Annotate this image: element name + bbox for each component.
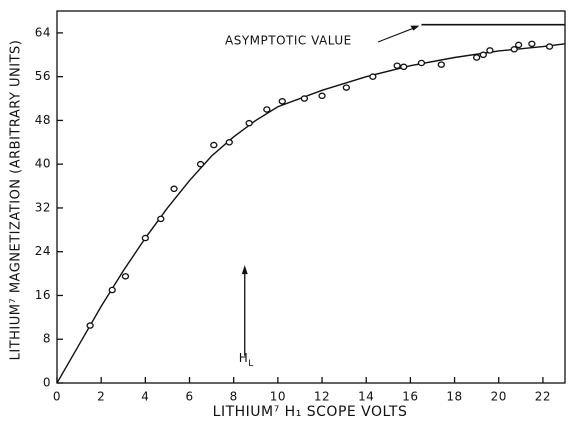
- fit-curve: [56, 43, 566, 384]
- x-axis-label: LITHIUM⁷ H₁ SCOPE VOLTS: [213, 404, 408, 420]
- data-point: [400, 63, 408, 71]
- y-tick-label: 8: [43, 332, 51, 346]
- data-point: [170, 185, 178, 193]
- data-point: [278, 98, 286, 105]
- x-tick-label: 16: [402, 390, 418, 404]
- x-tick-label: 10: [270, 390, 286, 404]
- y-tick-label: 40: [35, 157, 51, 171]
- x-tick-label: 4: [141, 390, 149, 404]
- data-point: [393, 62, 401, 69]
- data-point: [318, 92, 326, 100]
- x-tick-label: 8: [230, 390, 238, 404]
- data-point: [210, 141, 218, 149]
- data-point: [121, 273, 130, 280]
- x-tick-label: 12: [314, 390, 330, 404]
- data-point: [417, 59, 426, 67]
- plot-frame: [56, 10, 566, 384]
- y-axis-label: LITHIUM⁷ MAGNETIZATION (ARBITRARY UNITS): [9, 40, 24, 361]
- y-tick-label: 24: [35, 244, 51, 258]
- x-tick-label: 18: [446, 390, 462, 404]
- data-point: [157, 215, 165, 223]
- data-point: [545, 43, 554, 50]
- asymptote-arrow: [377, 26, 418, 43]
- x-tick-label: 14: [358, 390, 374, 404]
- y-tick-label: 0: [43, 376, 51, 390]
- y-tick-label: 48: [35, 113, 51, 127]
- marker-label-sub: L: [248, 359, 254, 369]
- data-point: [108, 286, 116, 294]
- data-point: [196, 160, 205, 168]
- data-point: [486, 47, 494, 54]
- data-point: [342, 84, 350, 91]
- x-tick-label: 20: [491, 390, 507, 404]
- y-tick-label: 64: [35, 25, 51, 39]
- x-tick-label: 0: [53, 390, 61, 404]
- data-point: [510, 46, 518, 53]
- arrow-head: [410, 25, 420, 31]
- y-tick-label: 56: [35, 69, 51, 83]
- marker-label: HL: [239, 351, 254, 369]
- data-point: [473, 54, 481, 61]
- x-tick-label: 6: [185, 390, 193, 404]
- arrow-head: [241, 265, 248, 275]
- data-point: [369, 73, 377, 80]
- data-point: [479, 51, 487, 59]
- x-tick-label: 2: [97, 390, 105, 404]
- data-point: [300, 95, 309, 102]
- y-tick-label: 32: [35, 200, 51, 214]
- x-tick-label: 22: [535, 390, 551, 404]
- marker-label-main: H: [239, 351, 249, 365]
- data-point: [86, 322, 94, 329]
- data-point: [528, 40, 536, 48]
- data-point: [141, 234, 149, 242]
- y-tick-label: 16: [35, 288, 51, 302]
- data-point: [514, 41, 523, 49]
- data-point: [263, 106, 271, 113]
- asymptote-label: ASYMPTOTIC VALUE: [225, 34, 352, 48]
- data-point: [245, 119, 253, 127]
- data-point: [225, 139, 233, 146]
- data-point: [437, 61, 445, 68]
